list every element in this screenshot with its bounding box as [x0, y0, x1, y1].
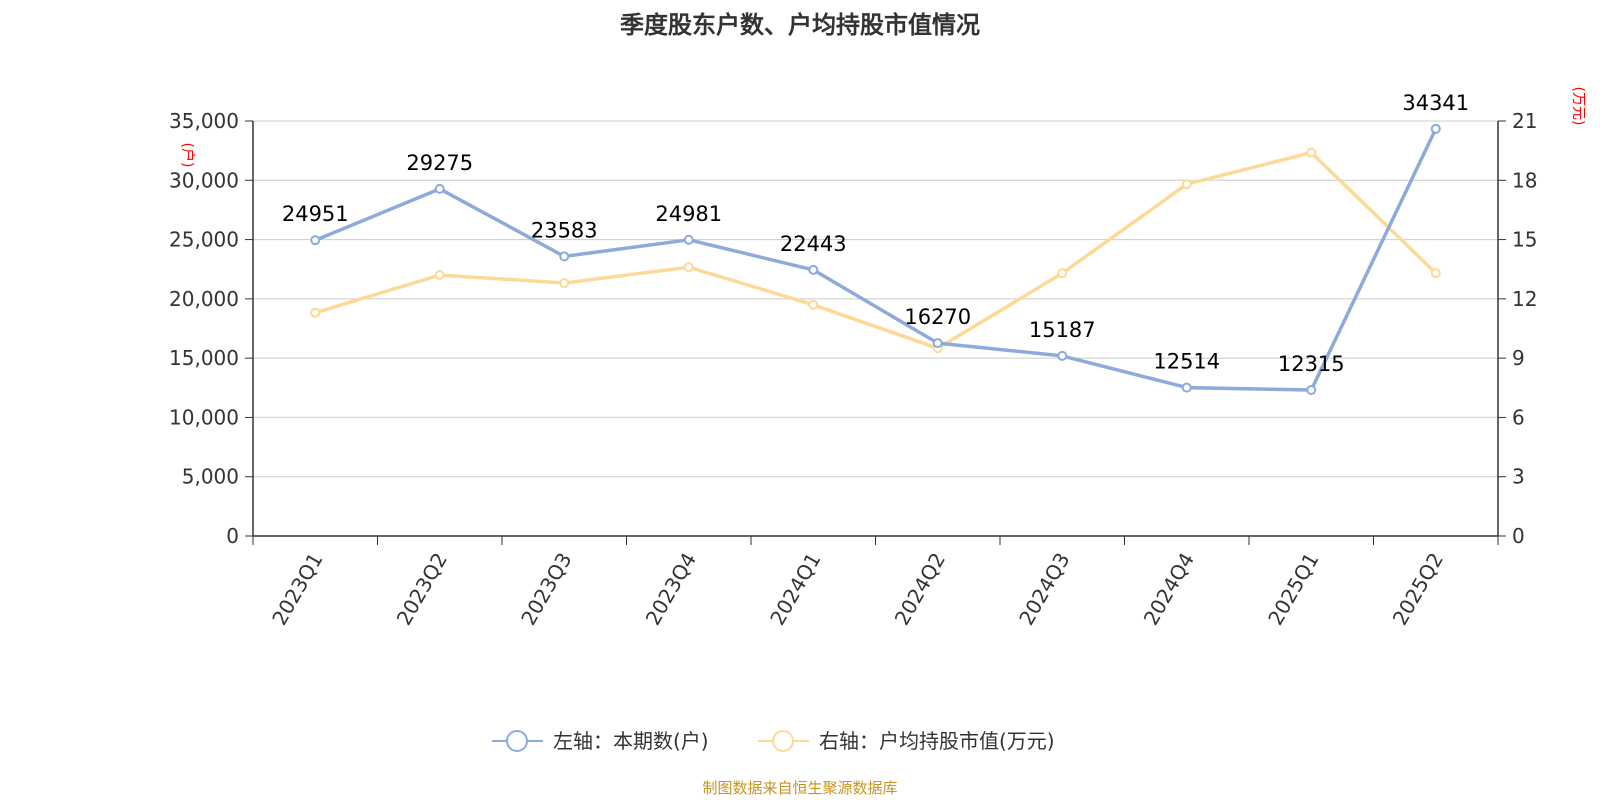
- x-axis-tick-label: 2024Q1: [765, 549, 825, 630]
- data-point: [310, 307, 321, 318]
- right-axis-tick-label: 3: [1512, 465, 1525, 489]
- data-label: 12315: [1278, 352, 1345, 376]
- data-point: [1306, 147, 1317, 158]
- left-axis-tick-label: 5,000: [182, 465, 239, 489]
- right-axis-tick-label: 12: [1512, 287, 1537, 311]
- data-point: [683, 262, 694, 273]
- data-point: [683, 234, 694, 245]
- grid-lines: [253, 120, 1498, 478]
- data-point: [808, 299, 819, 310]
- legend-marker-households: [506, 730, 528, 752]
- x-axis-tick-label: 2023Q3: [516, 549, 576, 630]
- x-axis-tick-label: 2024Q4: [1139, 549, 1199, 630]
- data-label: 16270: [904, 305, 971, 329]
- data-point: [434, 183, 445, 194]
- legend: 左轴：本期数(户) 右轴：户均持股市值(万元): [492, 729, 1055, 753]
- data-label: 12514: [1153, 350, 1220, 374]
- left-axis-tick-label: 10,000: [169, 405, 239, 429]
- legend-marker-avg-value: [772, 730, 794, 752]
- left-axis-tick-label: 30,000: [169, 168, 239, 192]
- series-line: [314, 150, 1438, 351]
- data-labels: 24951 29275 23583 24981 22443 16270 15187 12514…: [282, 91, 1469, 376]
- data-point: [1181, 179, 1192, 190]
- data-point: [310, 235, 321, 246]
- x-axis-tick-label: 2024Q3: [1014, 549, 1074, 630]
- right-axis-tick-label: 6: [1512, 405, 1525, 429]
- left-axis-unit: (户): [179, 143, 196, 168]
- data-label: 22443: [780, 232, 847, 256]
- legend-item-households[interactable]: 左轴：本期数(户): [492, 729, 709, 753]
- left-axis-tick-label: 20,000: [169, 287, 239, 311]
- data-label: 23583: [531, 218, 598, 242]
- series-line: [314, 128, 1438, 392]
- chart-title: 季度股东户数、户均持股市值情况: [620, 11, 980, 39]
- data-point: [1057, 268, 1068, 279]
- x-axis-tick-label: 2023Q1: [267, 549, 327, 630]
- data-point: [932, 338, 943, 349]
- legend-label-avg-value: 右轴：户均持股市值(万元): [819, 729, 1055, 753]
- data-label: 29275: [406, 151, 473, 175]
- x-axis-tick-label: 2025Q1: [1263, 549, 1323, 630]
- data-point: [808, 264, 819, 275]
- data-label: 34341: [1402, 91, 1469, 115]
- legend-label-households: 左轴：本期数(户): [553, 729, 709, 753]
- series-points: [310, 123, 1441, 395]
- x-axis-tick-label: 2024Q2: [890, 549, 950, 630]
- data-point: [559, 278, 570, 289]
- data-label: 24951: [282, 202, 349, 226]
- data-point: [1306, 384, 1317, 395]
- data-label: 15187: [1029, 318, 1096, 342]
- left-axis-tick-label: 25,000: [169, 228, 239, 252]
- data-label: 24981: [655, 202, 722, 226]
- right-axis-tick-label: 18: [1512, 168, 1537, 192]
- legend-item-avg-value[interactable]: 右轴：户均持股市值(万元): [758, 729, 1055, 753]
- data-point: [434, 270, 445, 281]
- data-point: [1430, 268, 1441, 279]
- left-axis-tick-label: 15,000: [169, 346, 239, 370]
- data-point: [1181, 382, 1192, 393]
- data-point: [559, 251, 570, 262]
- right-axis-tick-label: 15: [1512, 228, 1537, 252]
- series-lines: [314, 128, 1438, 392]
- data-point: [1057, 350, 1068, 361]
- left-axis-tick-label: 0: [226, 524, 239, 548]
- right-axis-tick-label: 9: [1512, 346, 1525, 370]
- x-axis-tick-label: 2025Q2: [1388, 549, 1448, 630]
- left-axis-tick-label: 35,000: [169, 109, 239, 133]
- source-note: 制图数据来自恒生聚源数据库: [702, 779, 897, 797]
- x-axis-tick-label: 2023Q2: [392, 549, 452, 630]
- x-axis-tick-label: 2023Q4: [641, 549, 701, 630]
- right-axis-unit: (万元): [1570, 87, 1586, 126]
- data-point: [1430, 123, 1441, 134]
- right-axis-tick-label: 0: [1512, 524, 1525, 548]
- right-axis-tick-label: 21: [1512, 109, 1537, 133]
